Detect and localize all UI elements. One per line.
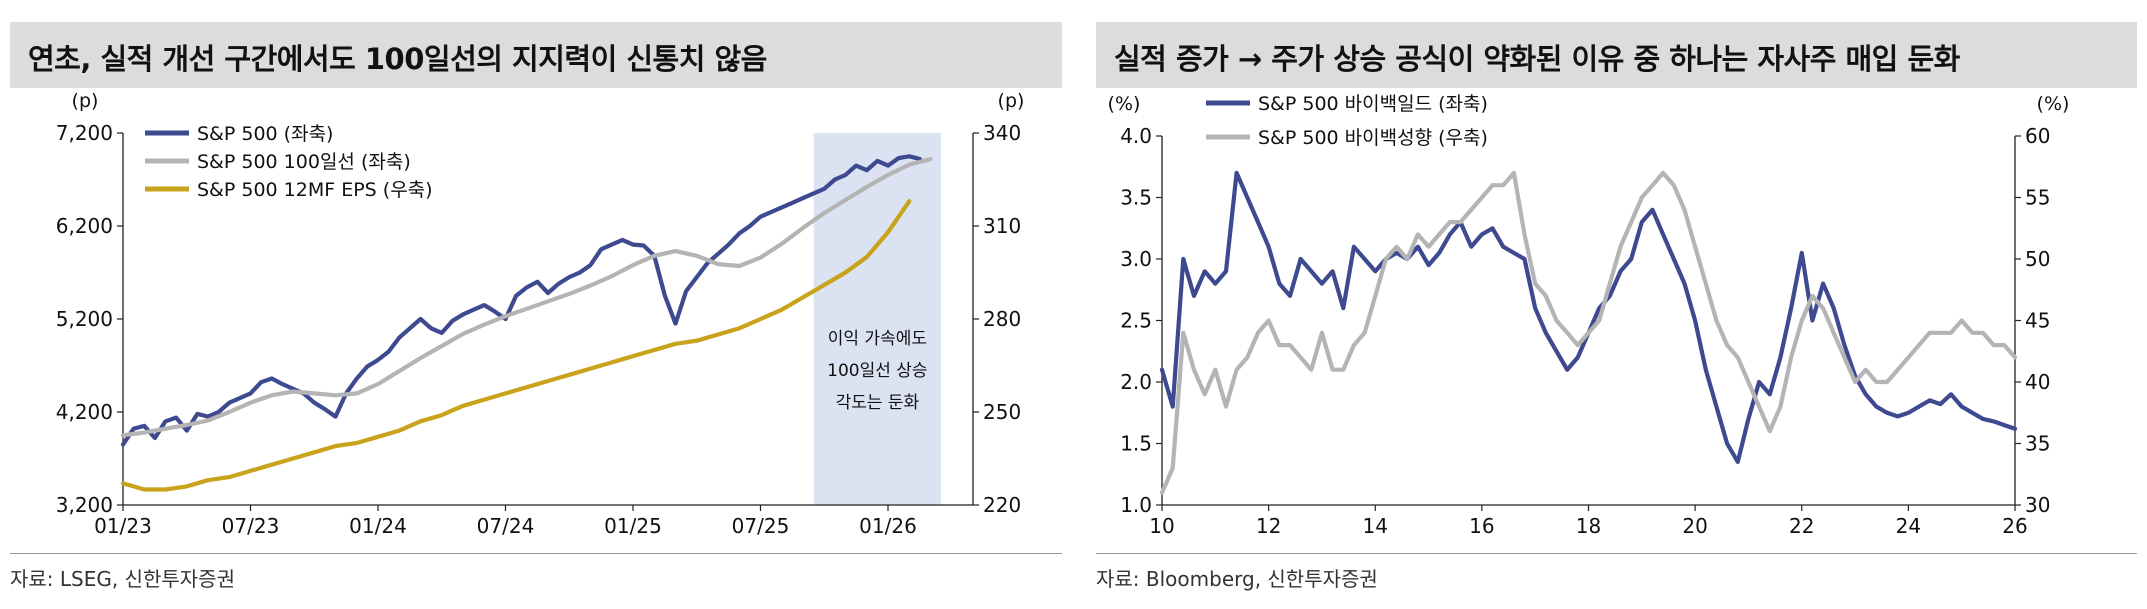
x-tick-label: 01/26 bbox=[859, 514, 917, 538]
x-tick-label: 07/23 bbox=[222, 514, 280, 538]
right-tick-label: 30 bbox=[2025, 493, 2050, 517]
left-tick-label: 2.0 bbox=[1120, 370, 1152, 394]
series-line-2 bbox=[1159, 170, 2018, 495]
legend-label-1: S&P 500 (좌축) bbox=[197, 123, 333, 145]
series-line-2 bbox=[120, 156, 933, 438]
series-line-1 bbox=[120, 154, 923, 447]
chart-buyback: (%) (%) 1.0 1.5 2.0 2.5 3.0 3.5 4.0 30 35 40 45 50 55 6… bbox=[1108, 93, 2070, 538]
right-chart-panel: 실적 증가 → 주가 상승 공식이 약화된 이유 중 하나는 자사주 매입 둔화… bbox=[1086, 0, 2147, 609]
left-chart-panel: 연초, 실적 개선 구간에서도 100일선의 지지력이 신통치 않음 (p) (p… bbox=[0, 0, 1072, 609]
x-tick-label: 16 bbox=[1469, 514, 1494, 538]
chart-source: 자료: LSEG, 신한투자증권 bbox=[10, 567, 235, 591]
x-tick-label: 24 bbox=[1896, 514, 1921, 538]
right-axis-unit: (p) bbox=[998, 90, 1025, 112]
legend-label-3: S&P 500 12MF EPS (우축) bbox=[197, 179, 433, 201]
left-tick-label: 1.0 bbox=[1120, 493, 1152, 517]
x-tick-label: 01/23 bbox=[94, 514, 152, 538]
right-tick-label: 310 bbox=[983, 214, 1021, 238]
legend-label-2: S&P 500 100일선 (좌축) bbox=[197, 151, 411, 173]
x-tick-label: 01/24 bbox=[349, 514, 407, 538]
x-tick-label: 10 bbox=[1149, 514, 1174, 538]
legend-label-2: S&P 500 바이백성향 (우축) bbox=[1258, 127, 1488, 149]
left-tick-label: 6,200 bbox=[56, 214, 113, 238]
legend-label-1: S&P 500 바이백일드 (좌축) bbox=[1258, 93, 1488, 115]
chart-title-bar: 연초, 실적 개선 구간에서도 100일선의 지지력이 신통치 않음 bbox=[10, 22, 1062, 88]
left-tick-label: 1.5 bbox=[1120, 432, 1152, 456]
left-axis-unit: (%) bbox=[1108, 93, 1141, 115]
chart-title-bar: 실적 증가 → 주가 상승 공식이 약화된 이유 중 하나는 자사주 매입 둔화 bbox=[1096, 22, 2137, 88]
left-tick-label: 3.0 bbox=[1120, 247, 1152, 271]
highlight-region bbox=[813, 133, 942, 505]
x-tick-label: 07/25 bbox=[732, 514, 790, 538]
right-tick-label: 250 bbox=[983, 400, 1021, 424]
right-tick-label: 340 bbox=[983, 121, 1021, 145]
x-tick-label: 20 bbox=[1682, 514, 1707, 538]
right-tick-label: 55 bbox=[2025, 186, 2050, 210]
right-tick-label: 35 bbox=[2025, 432, 2050, 456]
right-tick-label: 40 bbox=[2025, 370, 2050, 394]
series-line-1 bbox=[1159, 170, 2018, 464]
right-axis-unit: (%) bbox=[2037, 93, 2070, 115]
right-tick-label: 280 bbox=[983, 307, 1021, 331]
annotation-line: 100일선 상승 bbox=[827, 361, 927, 381]
chart-sp500-eps: (p) (p) 3,200 4,200 5,200 6,200 7,200 220 250 280… bbox=[56, 90, 1025, 538]
series-line-3 bbox=[120, 199, 912, 492]
left-tick-label: 2.5 bbox=[1120, 309, 1152, 333]
chart-source: 자료: Bloomberg, 신한투자증권 bbox=[1096, 567, 1378, 591]
left-tick-label: 7,200 bbox=[56, 121, 113, 145]
x-tick-label: 22 bbox=[1789, 514, 1814, 538]
left-tick-label: 3.5 bbox=[1120, 186, 1152, 210]
annotation-line: 각도는 둔화 bbox=[836, 393, 920, 413]
chart-title: 실적 증가 → 주가 상승 공식이 약화된 이유 중 하나는 자사주 매입 둔화 bbox=[1114, 42, 1960, 76]
left-tick-label: 5,200 bbox=[56, 307, 113, 331]
x-tick-label: 12 bbox=[1256, 514, 1281, 538]
right-tick-label: 220 bbox=[983, 493, 1021, 517]
left-tick-label: 4,200 bbox=[56, 400, 113, 424]
left-tick-label: 4.0 bbox=[1120, 124, 1152, 148]
x-tick-label: 26 bbox=[2002, 514, 2027, 538]
chart-title: 연초, 실적 개선 구간에서도 100일선의 지지력이 신통치 않음 bbox=[28, 42, 767, 76]
right-tick-label: 45 bbox=[2025, 309, 2050, 333]
source-divider bbox=[1096, 553, 2137, 554]
left-axis-unit: (p) bbox=[72, 90, 99, 112]
left-tick-label: 3,200 bbox=[56, 493, 113, 517]
right-tick-label: 60 bbox=[2025, 124, 2050, 148]
source-divider bbox=[10, 553, 1062, 554]
x-tick-label: 14 bbox=[1363, 514, 1388, 538]
x-tick-label: 01/25 bbox=[604, 514, 662, 538]
x-tick-label: 07/24 bbox=[477, 514, 535, 538]
x-tick-label: 18 bbox=[1576, 514, 1601, 538]
annotation-line: 이익 가속에도 bbox=[828, 329, 927, 349]
right-tick-label: 50 bbox=[2025, 247, 2050, 271]
